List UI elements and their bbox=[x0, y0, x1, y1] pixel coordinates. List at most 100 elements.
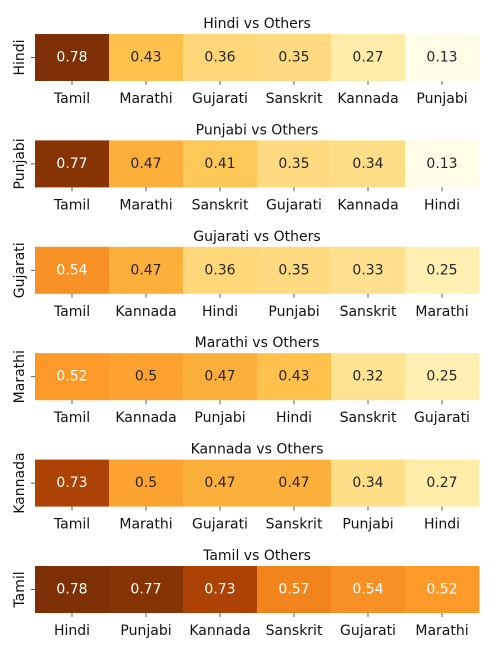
cell-value-label: 0.33 bbox=[352, 262, 383, 278]
heatmap-cell bbox=[109, 459, 184, 507]
heatmap-panel: Gujarati vs Others Gujarati 0.54 Tamil 0.47 K… bbox=[12, 229, 480, 320]
panel-title: Marathi vs Others bbox=[195, 335, 320, 351]
x-tick-label: Hindi bbox=[202, 304, 238, 320]
cell-value-label: 0.5 bbox=[135, 475, 157, 491]
cell-value-label: 0.77 bbox=[56, 156, 87, 172]
x-tick-label: Sanskrit bbox=[266, 91, 323, 107]
cell-value-label: 0.25 bbox=[426, 369, 457, 385]
heatmap-cell bbox=[183, 140, 258, 188]
x-tick-label: Marathi bbox=[119, 197, 172, 213]
cell-value-label: 0.34 bbox=[352, 156, 383, 172]
cell-value-label: 0.35 bbox=[278, 262, 309, 278]
heatmap-cell bbox=[405, 353, 480, 401]
heatmap-cell bbox=[35, 34, 110, 81]
cell-value-label: 0.78 bbox=[56, 50, 87, 66]
cell-value-label: 0.73 bbox=[56, 475, 87, 491]
cell-value-label: 0.32 bbox=[352, 369, 383, 385]
x-tick-label: Sanskrit bbox=[266, 623, 323, 639]
heatmap-cell bbox=[35, 140, 110, 188]
heatmap-panel: Punjabi vs Others Punjabi 0.77 Tamil 0.47 Mar… bbox=[12, 122, 480, 213]
y-axis-label: Marathi bbox=[12, 350, 28, 403]
heatmap-panel: Kannada vs Others Kannada 0.73 Tamil 0.5 Mara… bbox=[12, 442, 480, 533]
x-tick-label: Sanskrit bbox=[340, 410, 397, 426]
y-axis-label: Kannada bbox=[12, 452, 28, 513]
cell-value-label: 0.43 bbox=[130, 50, 161, 66]
x-tick-label: Kannada bbox=[337, 91, 398, 107]
cell-value-label: 0.57 bbox=[278, 582, 309, 598]
cell-value-label: 0.47 bbox=[278, 475, 309, 491]
cell-value-label: 0.27 bbox=[352, 50, 383, 66]
heatmap-cell bbox=[35, 459, 110, 507]
x-tick-label: Hindi bbox=[276, 410, 312, 426]
cell-value-label: 0.36 bbox=[204, 262, 235, 278]
x-tick-label: Sanskrit bbox=[266, 517, 323, 533]
cell-value-label: 0.47 bbox=[204, 369, 235, 385]
heatmap-cell bbox=[257, 246, 332, 294]
heatmap-panel: Tamil vs Others Tamil 0.78 Hindi 0.77 Punjabi… bbox=[12, 548, 480, 639]
x-tick-label: Gujarati bbox=[340, 623, 396, 639]
heatmap-cell bbox=[405, 34, 480, 81]
cell-value-label: 0.52 bbox=[426, 582, 457, 598]
x-tick-label: Tamil bbox=[53, 91, 90, 107]
x-tick-label: Punjabi bbox=[342, 517, 393, 533]
x-tick-label: Gujarati bbox=[192, 517, 248, 533]
heatmap-cell bbox=[257, 34, 332, 81]
cell-value-label: 0.77 bbox=[130, 582, 161, 598]
x-tick-label: Sanskrit bbox=[340, 304, 397, 320]
x-tick-label: Punjabi bbox=[268, 304, 319, 320]
heatmap-cell bbox=[183, 459, 258, 507]
panel-title: Tamil vs Others bbox=[202, 548, 311, 564]
heatmap-cell bbox=[35, 566, 110, 613]
x-tick-label: Kannada bbox=[115, 304, 176, 320]
heatmap-cell bbox=[35, 353, 110, 401]
panel-title: Hindi vs Others bbox=[203, 16, 311, 32]
cell-value-label: 0.34 bbox=[352, 475, 383, 491]
x-tick-label: Tamil bbox=[53, 410, 90, 426]
heatmap-cell bbox=[109, 34, 184, 81]
cell-value-label: 0.54 bbox=[352, 582, 383, 598]
cell-value-label: 0.27 bbox=[426, 475, 457, 491]
cell-value-label: 0.13 bbox=[426, 50, 457, 66]
heatmap-cell bbox=[109, 246, 184, 294]
x-tick-label: Gujarati bbox=[414, 410, 470, 426]
heatmap-cell bbox=[405, 566, 480, 613]
panel-title: Punjabi vs Others bbox=[196, 122, 319, 138]
x-tick-label: Punjabi bbox=[120, 623, 171, 639]
panel-title: Kannada vs Others bbox=[191, 442, 324, 458]
heatmap-cell bbox=[257, 353, 332, 401]
cell-value-label: 0.54 bbox=[56, 262, 87, 278]
x-tick-label: Marathi bbox=[415, 304, 468, 320]
x-tick-label: Tamil bbox=[53, 197, 90, 213]
x-tick-label: Kannada bbox=[337, 197, 398, 213]
heatmap-cell bbox=[331, 246, 406, 294]
heatmap-panel: Hindi vs Others Hindi 0.78 Tamil 0.43 Marathi… bbox=[12, 16, 480, 107]
cell-value-label: 0.43 bbox=[278, 369, 309, 385]
cell-value-label: 0.78 bbox=[56, 582, 87, 598]
heatmap-cell bbox=[331, 353, 406, 401]
panel-title: Gujarati vs Others bbox=[193, 229, 320, 245]
heatmap-cell bbox=[331, 140, 406, 188]
cell-value-label: 0.5 bbox=[135, 369, 157, 385]
cell-value-label: 0.52 bbox=[56, 369, 87, 385]
x-tick-label: Gujarati bbox=[192, 91, 248, 107]
heatmap-cell bbox=[35, 246, 110, 294]
x-tick-label: Marathi bbox=[415, 623, 468, 639]
cell-value-label: 0.35 bbox=[278, 50, 309, 66]
x-tick-label: Hindi bbox=[54, 623, 90, 639]
heatmap-cell bbox=[331, 34, 406, 81]
heatmap-cell bbox=[257, 566, 332, 613]
y-axis-label: Tamil bbox=[12, 571, 28, 608]
y-axis-label: Hindi bbox=[12, 39, 28, 75]
cell-value-label: 0.35 bbox=[278, 156, 309, 172]
heatmap-cell bbox=[257, 140, 332, 188]
heatmap-panel: Marathi vs Others Marathi 0.52 Tamil 0.5 Kann… bbox=[12, 335, 480, 426]
x-tick-label: Marathi bbox=[119, 517, 172, 533]
heatmap-cell bbox=[331, 566, 406, 613]
x-tick-label: Tamil bbox=[53, 517, 90, 533]
heatmap-cell bbox=[183, 34, 258, 81]
x-tick-label: Punjabi bbox=[194, 410, 245, 426]
y-axis-label: Punjabi bbox=[12, 138, 28, 189]
cell-value-label: 0.36 bbox=[204, 50, 235, 66]
x-tick-label: Marathi bbox=[119, 91, 172, 107]
